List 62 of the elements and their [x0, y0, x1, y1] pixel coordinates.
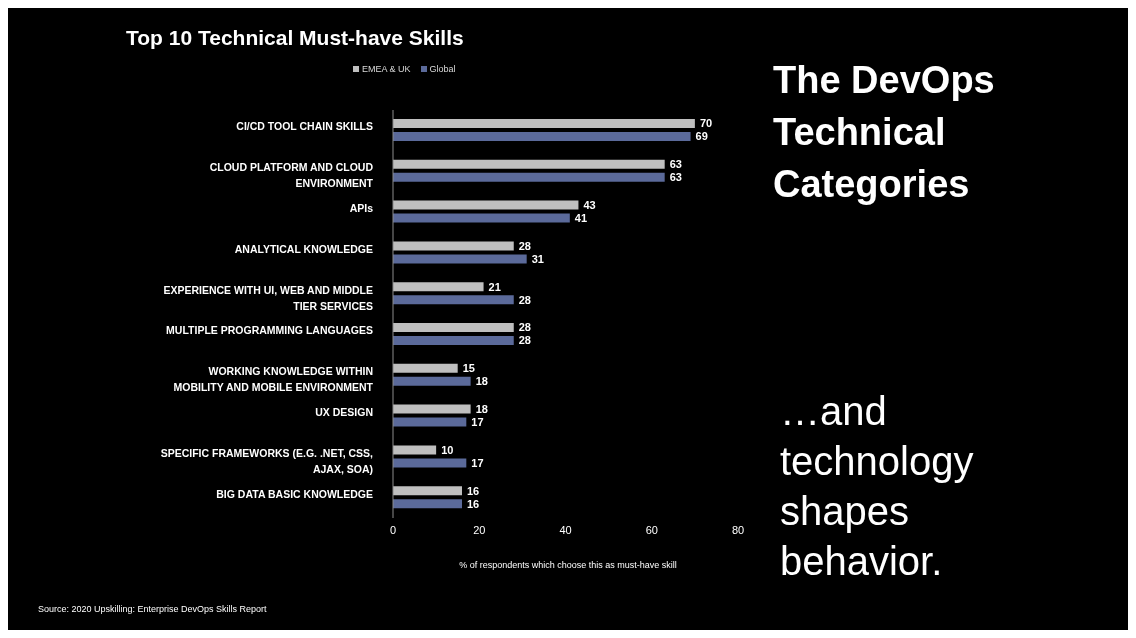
text: …and technology shapes behavior.: [780, 388, 975, 585]
y-tick-label: BIG DATA BASIC KNOWLEDGE: [216, 487, 373, 500]
bar: [393, 417, 467, 427]
text: The DevOps Technical Categories: [773, 58, 996, 207]
bar: [393, 336, 514, 345]
y-tick-label: CI/CD TOOL CHAIN SKILLS: [236, 120, 373, 133]
bar: [393, 376, 471, 386]
data-label: 18: [475, 375, 488, 388]
bar: [393, 172, 665, 182]
x-tick-label: 0: [389, 523, 397, 536]
bar: [393, 282, 484, 292]
x-tick-label: 60: [645, 523, 658, 536]
y-tick-label: UX DESIGN: [315, 406, 373, 418]
bar: [393, 200, 579, 210]
bar: [393, 363, 458, 373]
bar: [393, 486, 462, 496]
y-tick-label: CLOUD PLATFORM AND CLOUD ENVIRONMENT: [209, 161, 374, 190]
data-label: 18: [475, 403, 488, 416]
legend-label: Global: [428, 64, 456, 74]
data-label: 43: [583, 199, 596, 212]
data-label: 28: [518, 293, 531, 306]
x-tick-label: 40: [559, 523, 572, 536]
bar: [393, 132, 691, 141]
x-tick-label: 80: [731, 523, 745, 536]
source-note: Source: 2020 Upskilling: Enterprise DevOps Skills Report: [38, 604, 267, 614]
data-label: 28: [518, 334, 531, 347]
bar: [393, 159, 665, 169]
bar: [393, 213, 570, 223]
y-tick-label: WORKING KNOWLEDGE WITHIN MOBILITY AND MOBILE ENVIRONMENT: [173, 365, 374, 394]
y-tick-label: ANALYTICAL KNOWLEDGE: [234, 242, 373, 255]
bar: [393, 499, 462, 509]
legend-label: EMEA & UK: [361, 64, 411, 74]
data-label: 63: [669, 158, 682, 171]
bar: [393, 404, 471, 414]
data-label: 10: [441, 443, 454, 456]
bar: [393, 119, 695, 128]
bar: [393, 445, 437, 455]
data-label: 41: [574, 212, 588, 225]
data-label: 16: [467, 484, 480, 497]
data-label: 15: [462, 362, 475, 375]
y-tick-label: EXPERIENCE WITH UI, WEB AND MIDDLE TIER SERVICES: [163, 283, 373, 312]
bar: [393, 458, 467, 468]
y-tick-label: SPECIFIC FRAMEWORKS (E.G. .NET, CSS, AJAX, SOA): [160, 446, 374, 475]
data-label: 16: [467, 497, 480, 510]
x-axis-title: % of respondents which choose this as must-have skill: [458, 560, 678, 570]
data-label: 28: [518, 321, 531, 334]
data-label: 21: [488, 280, 501, 293]
data-label: 69: [695, 130, 708, 143]
data-label: 28: [518, 239, 531, 252]
y-tick-label: MULTIPLE PROGRAMMING LANGUAGES: [166, 324, 373, 337]
x-tick-label: 20: [473, 523, 486, 536]
data-label: 63: [669, 171, 682, 184]
data-label: 17: [471, 456, 484, 469]
data-label: 17: [471, 416, 484, 429]
bar: [393, 323, 514, 332]
y-tick-label: APIs: [349, 202, 374, 214]
data-label: 70: [699, 117, 713, 130]
bar: [393, 241, 514, 251]
data-label: 31: [531, 252, 544, 265]
bar: [393, 295, 514, 305]
bar: [393, 254, 527, 264]
chart-title: Top 10 Technical Must-have Skills: [126, 26, 464, 50]
